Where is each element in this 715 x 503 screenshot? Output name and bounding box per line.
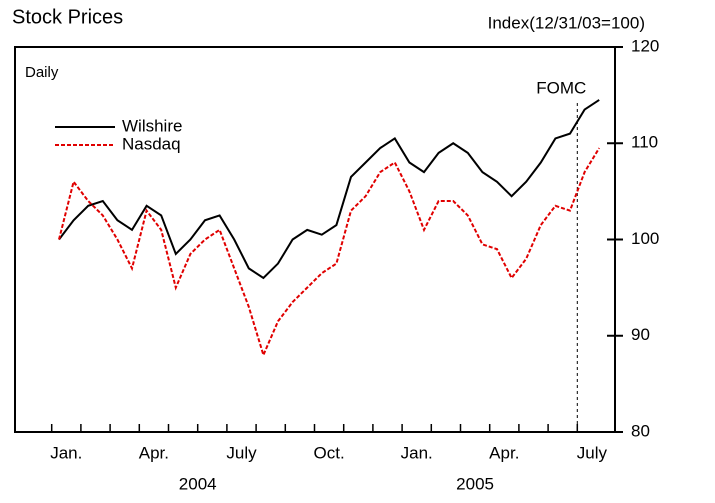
year-label: 2004 xyxy=(179,474,217,493)
x-tick-label: Apr. xyxy=(489,443,519,462)
x-tick-label: Apr. xyxy=(139,443,169,462)
y-tick-label: 80 xyxy=(631,421,650,440)
series-line xyxy=(58,99,600,280)
y-tick-label: 120 xyxy=(631,36,659,55)
y-tick-label: 90 xyxy=(631,325,650,344)
x-tick-label: Jan. xyxy=(50,443,82,462)
series-line xyxy=(58,147,601,358)
y-tick-label: 100 xyxy=(631,229,659,248)
x-tick-label: Jan. xyxy=(401,443,433,462)
legend-label: Nasdaq xyxy=(122,134,181,153)
y-axis-label: Index(12/31/03=100) xyxy=(488,13,645,32)
plot-frame xyxy=(14,46,616,433)
x-tick-label: July xyxy=(226,443,257,462)
chart-title: Stock Prices xyxy=(12,6,123,28)
x-tick-label: July xyxy=(577,443,608,462)
y-tick-label: 110 xyxy=(631,133,658,152)
legend-label: Wilshire xyxy=(122,116,182,135)
annotation: FOMC xyxy=(536,78,586,97)
x-tick-label: Oct. xyxy=(314,443,345,462)
year-label: 2005 xyxy=(456,474,494,493)
subtitle: Daily xyxy=(25,64,59,81)
